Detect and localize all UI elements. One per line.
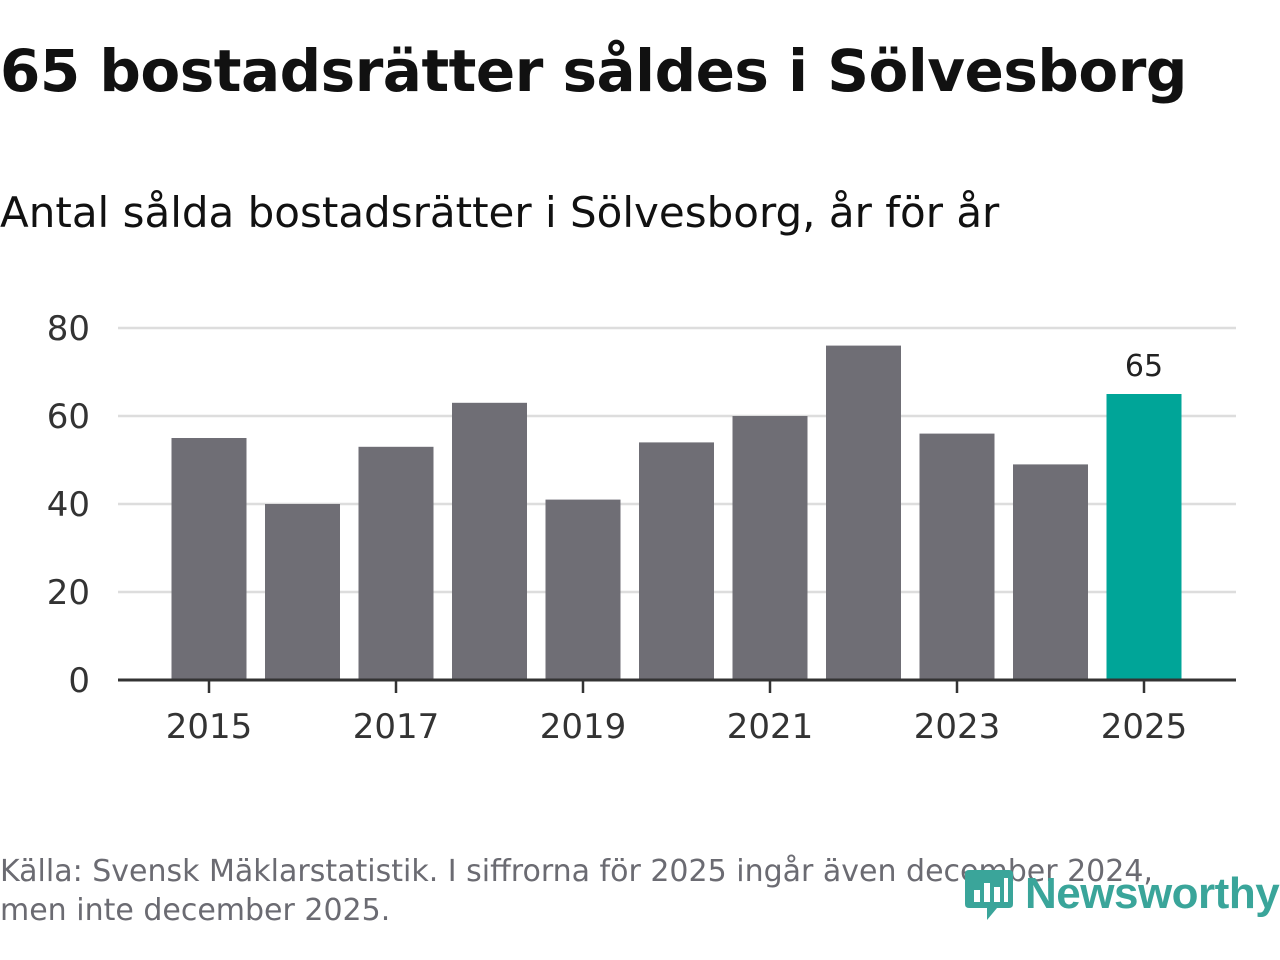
y-tick-label-40: 40: [47, 485, 90, 525]
bar-2016: [265, 504, 340, 680]
source-note-line-2: men inte december 2025.: [0, 893, 391, 928]
labels: 0 20 40 60 80 2015 2017 2019 2021 2023 2025 65: [47, 309, 1188, 747]
y-tick-label-0: 0: [68, 661, 90, 701]
bar-2021: [732, 416, 808, 680]
bars: [171, 345, 1182, 680]
bar-2025: [1106, 394, 1182, 680]
bar-2022: [826, 345, 901, 680]
bar-2017: [358, 446, 434, 680]
x-axis: [118, 678, 1236, 693]
x-tick-label-2023: 2023: [914, 707, 1001, 747]
bar-2024: [1013, 464, 1088, 680]
data-label-2025: 65: [1125, 349, 1163, 384]
y-tick-label-20: 20: [47, 573, 90, 613]
bar-2020: [639, 442, 714, 680]
x-tick-label-2015: 2015: [166, 707, 253, 747]
bar-2023: [919, 433, 995, 680]
x-tick-label-2025: 2025: [1101, 707, 1188, 747]
newsworthy-logo[interactable]: Newsworthy: [963, 862, 1280, 926]
y-tick-label-60: 60: [47, 397, 90, 437]
bar-2019: [545, 499, 621, 680]
x-tick-label-2019: 2019: [540, 707, 627, 747]
chart-bubble-icon: [965, 870, 1013, 920]
chart-title: 65 bostadsrätter såldes i Sölvesborg: [0, 37, 1187, 105]
source-note-line-1: Källa: Svensk Mäklarstatistik. I siffror…: [0, 854, 1153, 889]
bar-chart: 0 20 40 60 80 2015 2017 2019 2021 2023 2025 65: [47, 309, 1236, 747]
chart-subtitle: Antal sålda bostadsrätter i Sölvesborg, …: [0, 188, 1000, 237]
footer: Källa: Svensk Mäklarstatistik. I siffror…: [0, 852, 1210, 930]
bar-2018: [452, 402, 527, 680]
bar-2015: [171, 438, 247, 680]
x-tick-label-2017: 2017: [353, 707, 440, 747]
y-tick-label-80: 80: [47, 309, 90, 349]
brand-name: Newsworthy: [1025, 869, 1280, 918]
x-tick-label-2021: 2021: [727, 707, 814, 747]
